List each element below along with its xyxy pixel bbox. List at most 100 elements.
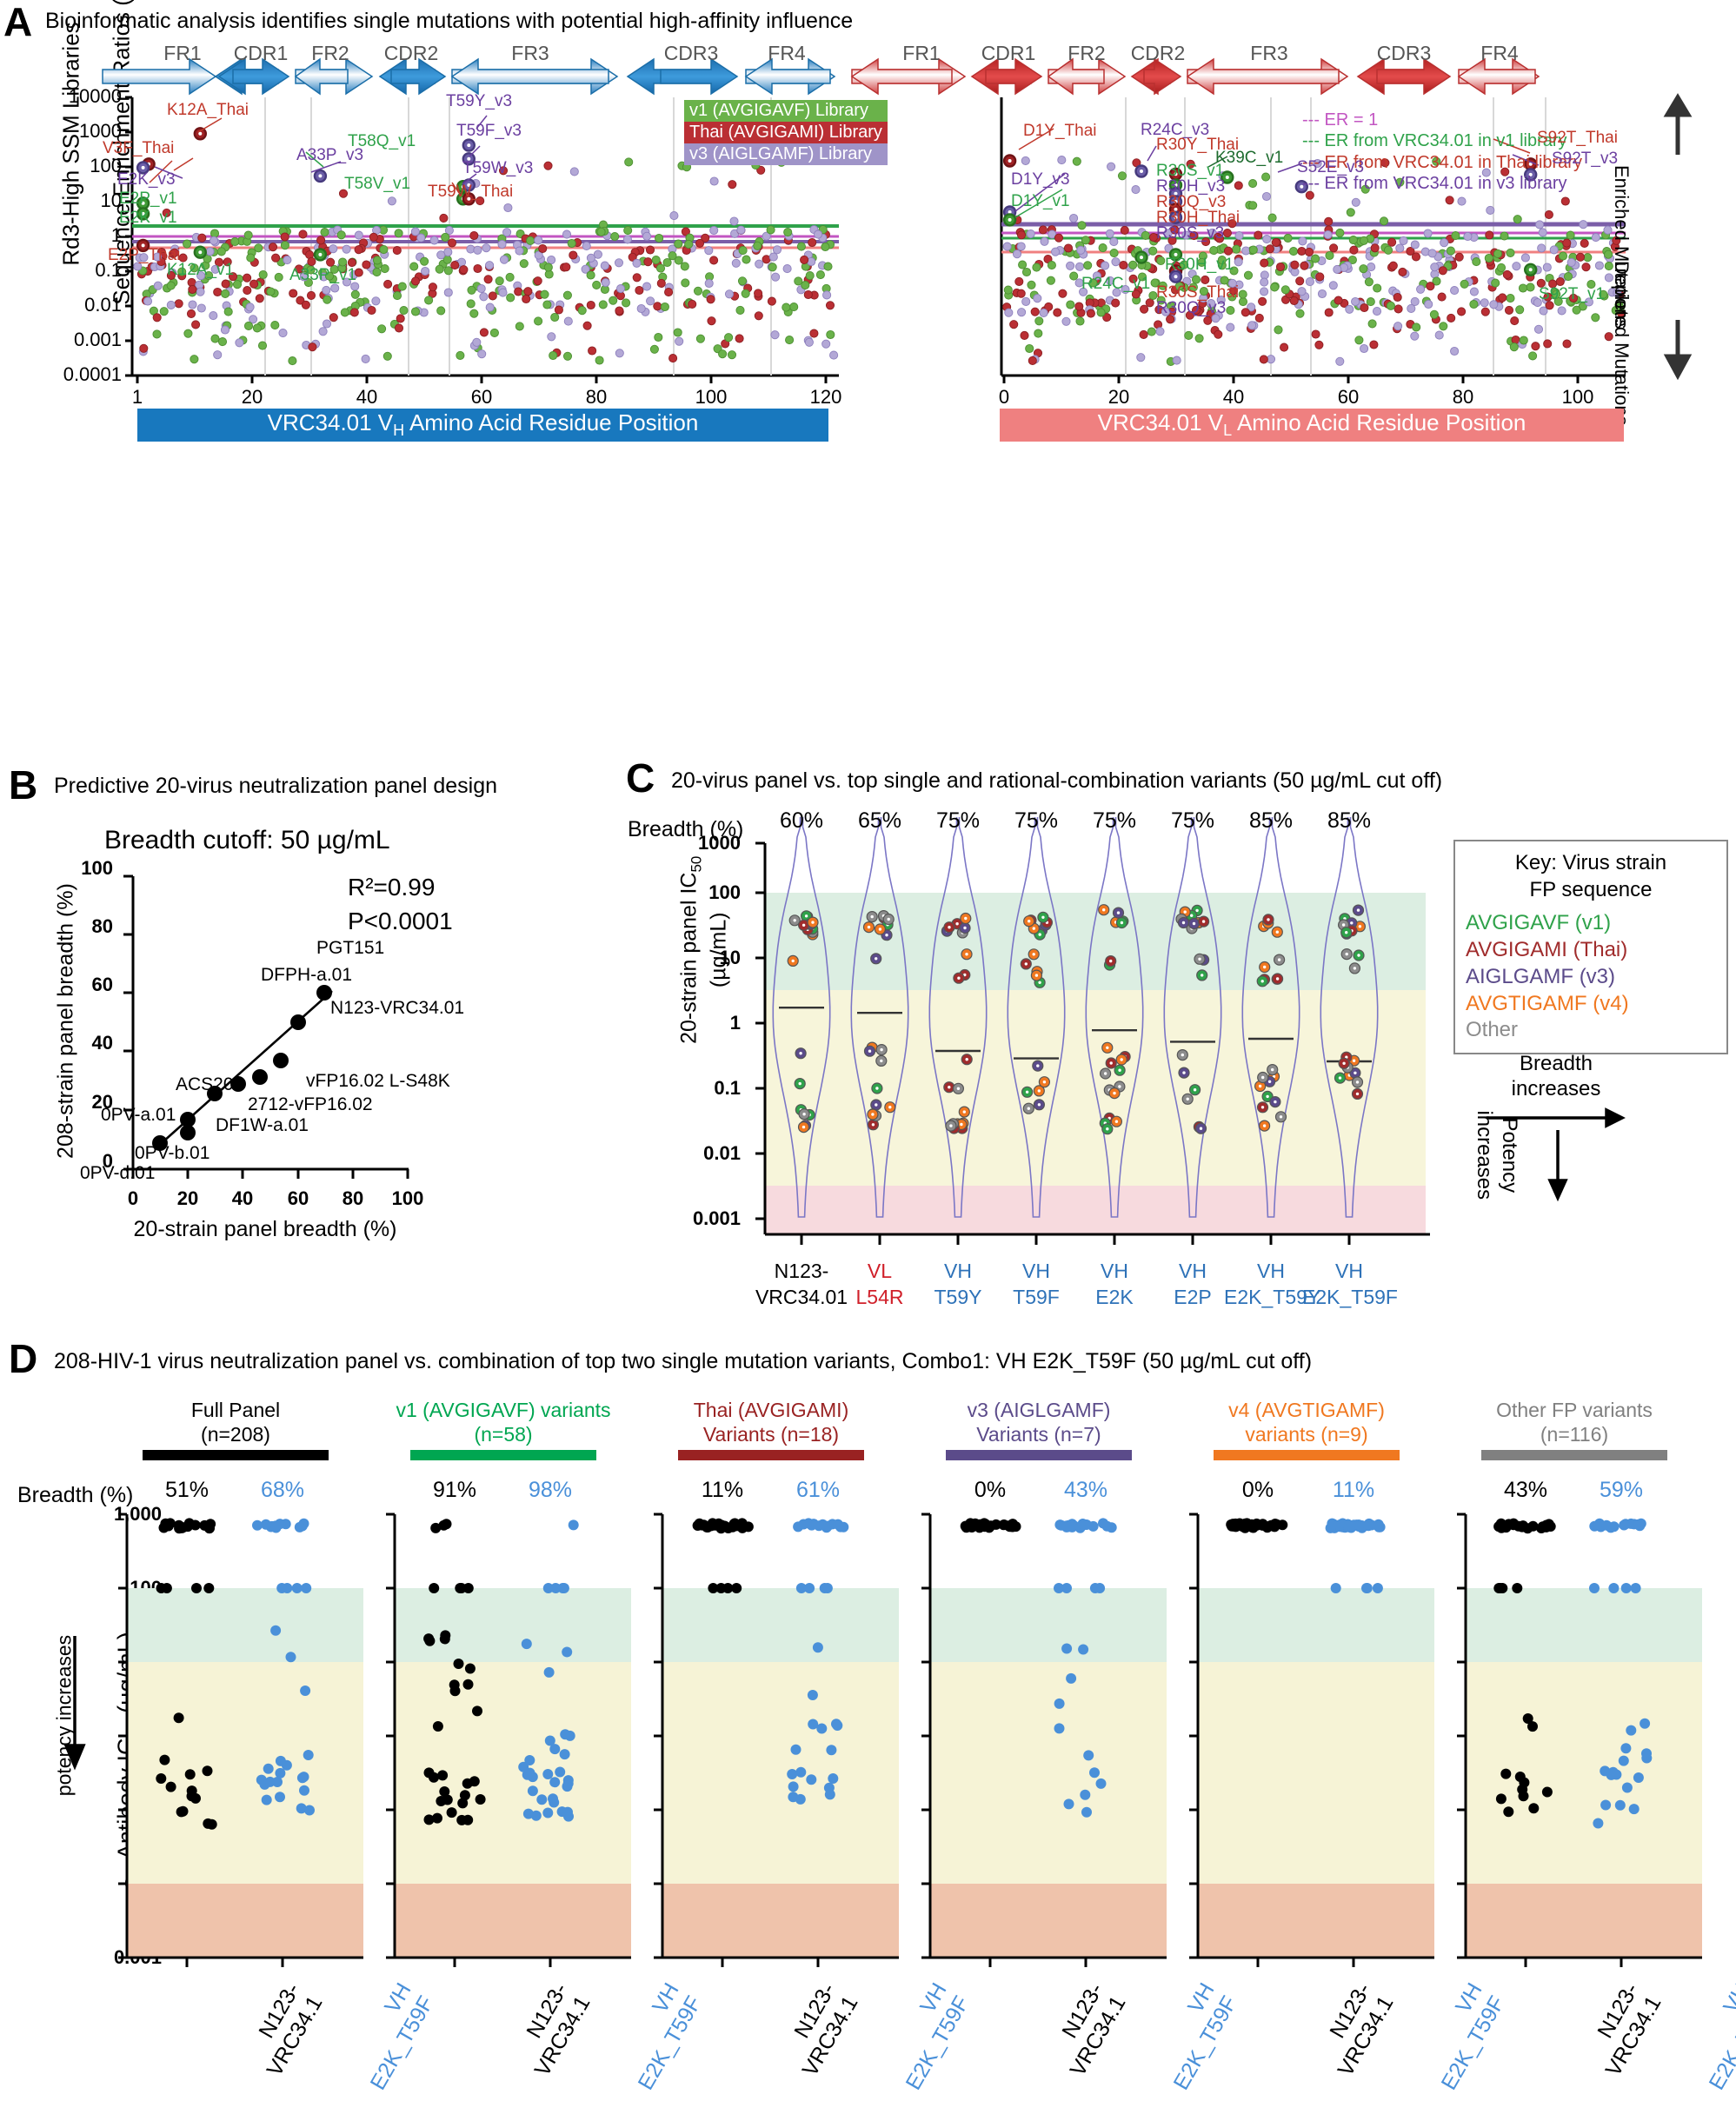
subpanel-xlabels: N123- VRC34.1 VH E2K_T59F <box>1175 1973 1509 2121</box>
panel-b-xlabel: 20-strain panel breadth (%) <box>133 1217 397 1241</box>
vh-region-arrows <box>102 57 836 96</box>
vl-scatter-points <box>1002 154 1626 366</box>
panel-c-breadth-label: Breadth (%) <box>628 817 744 841</box>
subpanel-xlabels: N123- VRC34.1 VH E2K_T59F <box>372 1973 706 2121</box>
xlabel-wildtype: N123- VRC34.1 <box>1593 1978 1666 2081</box>
subpanel-color-bar <box>1214 1450 1400 1460</box>
subpanel-title-line2: Variants (n=7) <box>976 1423 1101 1446</box>
enriched-depleted-arrows <box>1663 93 1693 381</box>
vl-er-legend-item-0: --- ER = 1 <box>1302 110 1379 130</box>
key-item-v1: AVGIGAVF (v1) <box>1466 911 1612 935</box>
subpanel-title-line2: (n=58) <box>474 1423 533 1446</box>
panel-b-title: Predictive 20-virus neutralization panel… <box>54 774 498 798</box>
vl-er-legend: --- ER = 1 --- ER from VRC34.01 in v1 li… <box>1302 110 1582 195</box>
vh-callout-leaders <box>149 115 488 194</box>
vl-axes <box>1000 97 1626 383</box>
breadth-value-wt: 0% <box>1241 1478 1274 1502</box>
vl-axis-title: VRC34.01 VL Amino Acid Residue Position <box>1097 409 1526 440</box>
breadth-value-variant: 43% <box>1063 1478 1108 1502</box>
panel-d-subpanel-title: v4 (AVGTIGAMF) variants (n=9) <box>1175 1398 1438 1446</box>
panel-a-title: Bioinformatic analysis identifies single… <box>45 9 854 33</box>
vl-region-labels: FR1 CDR1 FR2 CDR2 FR3 CDR3 FR4 <box>902 42 1519 64</box>
legend-thai: Thai (AVGIGAMI) Library <box>684 122 888 143</box>
panel-d-subpanel-title: Full Panel (n=208) <box>104 1398 367 1446</box>
breadth-value-variant: 98% <box>528 1478 573 1502</box>
subpanel-title-line2: variants (n=9) <box>1245 1423 1368 1446</box>
subpanel-color-bar <box>143 1450 329 1460</box>
panel-b-pvalue: P<0.0001 <box>348 908 453 934</box>
panel-d-potency-arrow <box>63 1636 86 1771</box>
legend-v3: v3 (AIGLGAMF) Library <box>684 143 888 165</box>
breadth-value-wt: 43% <box>1503 1478 1548 1502</box>
panel-d-subpanel-title: Thai (AVGIGAMI) Variants (n=18) <box>640 1398 902 1446</box>
panel-a-vh-chart <box>102 57 836 96</box>
xlabel-wildtype: N123- VRC34.1 <box>522 1978 595 2081</box>
vh-axis-title-bar: VRC34.01 VH Amino Acid Residue Position <box>137 409 828 442</box>
subpanel-xlabels: N123- VRC34.1 VH E2K_T59F <box>908 1973 1241 2121</box>
panel-d-subpanel-title: v1 (AVGIGAVF) variants (n=58) <box>372 1398 635 1446</box>
subpanel-title-line1: v4 (AVGTIGAMF) <box>1228 1399 1385 1421</box>
panel-a-plots <box>125 93 1693 383</box>
vl-axis-title-bar: VRC34.01 VL Amino Acid Residue Position <box>1000 409 1624 442</box>
panel-d-subplot <box>118 1513 363 1967</box>
panel-b-r2: R²=0.99 <box>348 874 436 901</box>
panel-d-subplot <box>654 1513 899 1967</box>
legend-v1: v1 (AVGIGAVF) Library <box>684 100 888 122</box>
subpanel-xlabels: N123- VRC34.1 VH E2K_T59F <box>640 1973 974 2121</box>
panel-d-title: 208-HIV-1 virus neutralization panel vs.… <box>54 1349 1313 1373</box>
panel-d-subplot <box>1189 1513 1434 1967</box>
panel-d-subpanel-title: Other FP variants (n=116) <box>1443 1398 1706 1446</box>
breadth-value-variant: 61% <box>795 1478 841 1502</box>
panel-c-title: 20-virus panel vs. top single and ration… <box>671 768 1443 793</box>
panel-c-key: Key: Virus strain FP sequence AVGIGAVF (… <box>1453 840 1728 1055</box>
subpanel-color-bar <box>678 1450 864 1460</box>
key-item-other: Other <box>1466 1018 1519 1042</box>
depleted-mutations-label: Depleted Mutations <box>1611 261 1633 426</box>
breadth-value-wt: 91% <box>432 1478 477 1502</box>
xlabel-wildtype: N123- VRC34.1 <box>1057 1978 1131 2081</box>
xlabel-wildtype: N123- VRC34.1 <box>1325 1978 1399 2081</box>
breadth-value-variant: 59% <box>1599 1478 1644 1502</box>
subpanel-color-bar <box>1481 1450 1667 1460</box>
vh-callouts: K12A_Thai V3F_Thai E2K_v3 E2P_v1 E2K_v1 … <box>103 92 534 284</box>
vl-callouts: D1Y_Thai D1Y_v3 D1Y_v1 R24C_v3 R24C_v1 R… <box>1011 121 1619 317</box>
panel-a-letter: A <box>3 0 33 44</box>
vl-region-arrows <box>850 57 1540 96</box>
breadth-value-variant: 68% <box>260 1478 305 1502</box>
vl-er-legend-item-1: --- ER from VRC34.01 in v1 library <box>1302 131 1567 151</box>
subpanel-title-line1: v1 (AVGIGAVF) variants <box>396 1399 611 1421</box>
panel-d-subplot <box>386 1513 631 1967</box>
xlabel-wildtype: N123- VRC34.1 <box>254 1978 328 2081</box>
panel-d-breadth-label: Breadth (%) <box>17 1483 134 1507</box>
breadth-value-variant: 11% <box>1332 1478 1375 1502</box>
panel-d-subpanel-title: v3 (AIGLGAMF) Variants (n=7) <box>908 1398 1170 1446</box>
key-item-v4: AVGTIGAMF (v4) <box>1466 991 1629 1015</box>
key-title: Key: Virus strain FP sequence <box>1514 851 1667 901</box>
panel-b-chart-title: Breadth cutoff: 50 µg/mL <box>104 826 390 854</box>
vh-region-labels: FR1 CDR1 FR2 CDR2 FR3 CDR3 FR4 <box>163 42 806 64</box>
xlabel-variant: VH E2K_T59F <box>1704 1978 1736 2095</box>
subpanel-title-line1: v3 (AIGLGAMF) <box>967 1399 1111 1421</box>
subpanel-title-line2: (n=208) <box>201 1423 270 1446</box>
subpanel-title-line1: Full Panel <box>190 1399 281 1421</box>
subpanel-title-line1: Thai (AVGIGAMI) <box>693 1399 849 1421</box>
panel-d-letter: D <box>9 1336 38 1381</box>
subpanel-color-bar <box>410 1450 596 1460</box>
panel-b-chart <box>123 874 409 1179</box>
vl-er-legend-item-2: --- ER from VRC34.01 in Thai library <box>1302 152 1582 172</box>
panel-b-point-labels: 0PV-d.01 0PV-a.01 0PV-b.01 ACS202 DF1W-a… <box>80 938 465 1183</box>
panel-c-chart <box>755 817 1430 1245</box>
panel-b-letter: B <box>9 762 38 808</box>
subpanel-color-bar <box>946 1450 1132 1460</box>
panel-c-breadth-note: Breadth increases <box>1511 1052 1601 1100</box>
key-item-thai: AVGIGAMI (Thai) <box>1466 938 1628 962</box>
panel-b-axes <box>123 874 409 1179</box>
panel-c-axes <box>755 841 1430 1245</box>
panel-c-potency-arrow <box>1547 1130 1568 1202</box>
panel-d-subplot <box>921 1513 1167 1967</box>
xlabel-wildtype: N123- VRC34.1 <box>789 1978 863 2081</box>
panel-c-letter: C <box>626 755 655 801</box>
subpanel-title-line2: (n=116) <box>1540 1423 1609 1446</box>
panel-c-violin-groups <box>772 817 1379 1218</box>
subpanel-xlabels: N123- VRC34.1 VH E2K_T59F <box>1443 1973 1736 2121</box>
